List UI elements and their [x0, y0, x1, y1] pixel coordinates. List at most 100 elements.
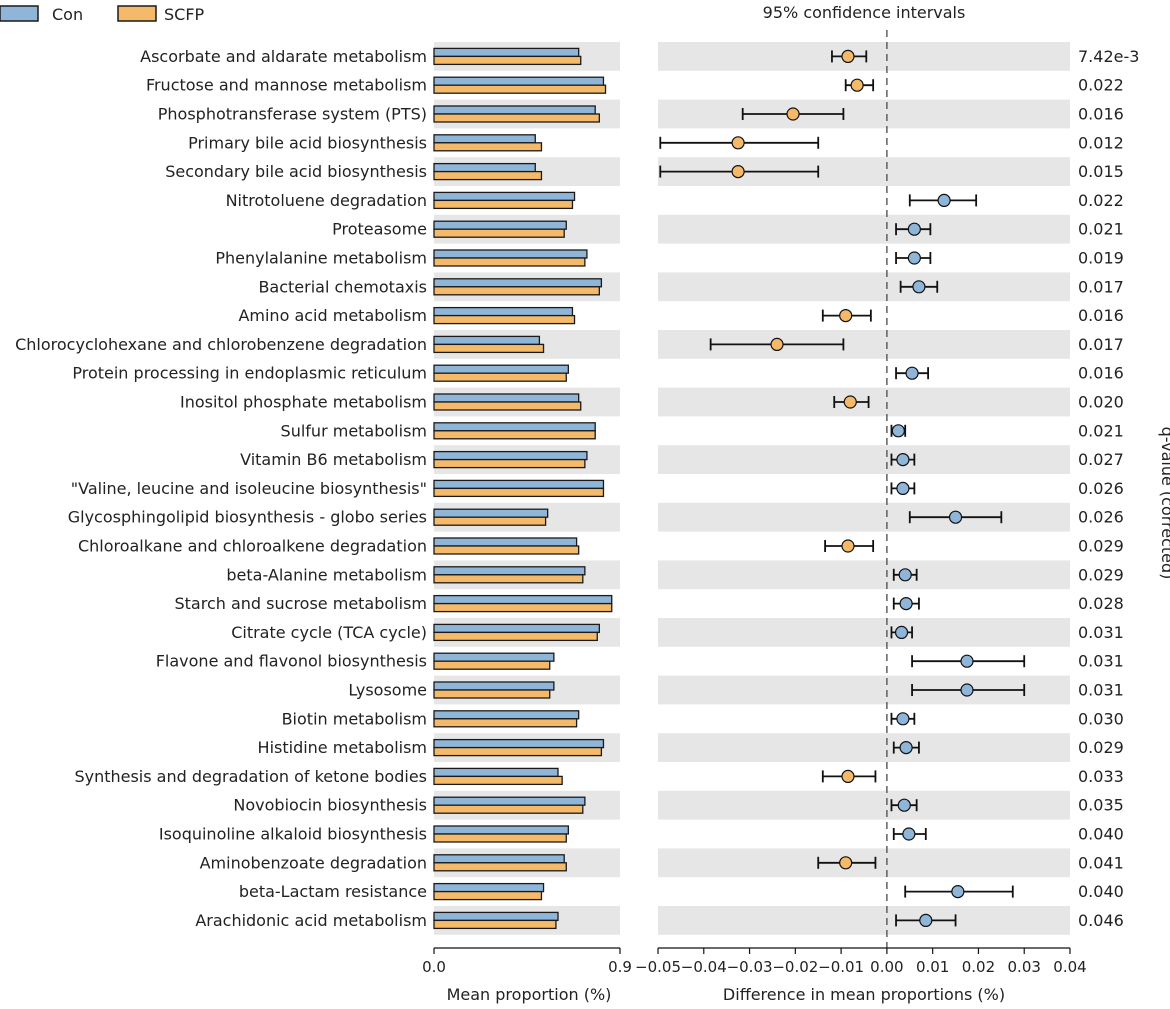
- q-value-label: 0.026: [1078, 479, 1124, 498]
- bar-con: [433, 191, 576, 202]
- category-label: Bacterial chemotaxis: [258, 277, 427, 296]
- right-stripe: [658, 618, 1070, 647]
- q-value-label: 0.022: [1078, 191, 1124, 210]
- diff-point: [951, 884, 965, 899]
- bar-con: [433, 105, 596, 115]
- q-value-label: 0.021: [1078, 220, 1124, 239]
- diff-point: [919, 913, 933, 928]
- q-value-axis-label: q-value (corrected): [1158, 427, 1170, 580]
- legend-swatch-scfp: [117, 5, 157, 22]
- bar-con: [433, 594, 613, 605]
- q-value-label: 0.040: [1078, 825, 1124, 844]
- bar-scfp: [433, 228, 565, 238]
- diff-point: [891, 424, 905, 438]
- q-value-label: 0.046: [1078, 911, 1124, 930]
- category-label: Glycosphingolipid biosynthesis - globo s…: [68, 508, 427, 527]
- q-value-label: 0.026: [1078, 508, 1124, 527]
- diff-point: [839, 309, 853, 323]
- diff-point: [905, 366, 919, 380]
- category-label: beta-Alanine metabolism: [226, 565, 427, 584]
- bar-scfp: [433, 631, 598, 642]
- right-stripe: [658, 99, 1070, 129]
- category-label: Inositol phosphate metabolism: [180, 393, 427, 412]
- q-value-label: 0.029: [1078, 537, 1124, 556]
- right-tick-label: 0.01: [916, 958, 949, 976]
- q-value-label: 0.017: [1078, 277, 1124, 296]
- q-value-label: 0.016: [1078, 105, 1124, 124]
- category-label: Starch and sucrose metabolism: [175, 594, 428, 613]
- q-value-label: 0.031: [1078, 623, 1124, 642]
- q-value-label: 0.015: [1078, 162, 1124, 181]
- category-label: Fructose and mannose metabolism: [146, 76, 427, 95]
- diff-point: [896, 712, 910, 726]
- bar-con: [433, 738, 605, 749]
- diff-point: [899, 596, 913, 611]
- bar-scfp: [433, 401, 582, 411]
- bar-con: [433, 278, 603, 288]
- diff-point: [786, 107, 800, 121]
- diff-point: [960, 654, 974, 668]
- category-label: Secondary bile acid biosynthesis: [165, 162, 427, 181]
- category-label: Histidine metabolism: [258, 738, 427, 757]
- category-label: Chlorocyclohexane and chlorobenzene degr…: [15, 335, 427, 354]
- category-label: Phenylalanine metabolism: [215, 249, 427, 268]
- category-label: Aminobenzoate degradation: [200, 853, 427, 872]
- bar-scfp: [433, 458, 586, 469]
- category-label: Arachidonic acid metabolism: [195, 911, 427, 930]
- q-value-label: 0.029: [1078, 565, 1124, 584]
- bar-scfp: [433, 689, 551, 699]
- category-label: Primary bile acid biosynthesis: [188, 133, 427, 152]
- bar-scfp: [433, 343, 545, 354]
- bar-con: [433, 825, 569, 835]
- q-value-label: 7.42e-3: [1078, 47, 1139, 66]
- category-label: Vitamin B6 metabolism: [240, 450, 427, 469]
- bar-con: [433, 335, 541, 346]
- category-label: Phosphotransferase system (PTS): [158, 105, 427, 124]
- bar-con: [433, 681, 555, 691]
- diff-point: [770, 337, 784, 351]
- diff-point: [907, 222, 921, 236]
- bar-con: [433, 882, 545, 893]
- category-label: Sulfur metabolism: [281, 421, 427, 440]
- bar-con: [433, 364, 569, 374]
- right-stripe: [658, 733, 1070, 762]
- q-value-label: 0.041: [1078, 853, 1124, 872]
- q-value-label: 0.016: [1078, 306, 1124, 325]
- bar-con: [433, 767, 559, 778]
- bar-scfp: [433, 804, 584, 814]
- q-value-label: 0.028: [1078, 594, 1124, 613]
- q-value-label: 0.035: [1078, 796, 1124, 815]
- right-tick-label: −0.04: [681, 958, 727, 976]
- right-tick-label: −0.02: [772, 958, 818, 976]
- right-stripe: [658, 445, 1070, 474]
- q-value-label: 0.021: [1078, 421, 1124, 440]
- right-tick-label: 0.02: [962, 958, 995, 976]
- diff-point: [731, 165, 745, 179]
- bar-con: [433, 47, 580, 58]
- left-tick-label: 0.0: [422, 958, 446, 976]
- bar-scfp: [433, 545, 580, 555]
- chart-title: 95% confidence intervals: [763, 3, 966, 22]
- right-tick-label: 0.00: [870, 958, 903, 976]
- category-label: Chloroalkane and chloroalkene degradatio…: [78, 537, 427, 556]
- category-label: Protein processing in endoplasmic reticu…: [72, 364, 427, 383]
- bar-con: [433, 566, 586, 576]
- q-value-label: 0.020: [1078, 393, 1124, 412]
- bar-scfp: [433, 775, 563, 786]
- bar-scfp: [433, 833, 567, 843]
- category-label: Biotin metabolism: [282, 709, 427, 728]
- bar-con: [433, 854, 565, 864]
- bar-scfp: [433, 372, 567, 382]
- right-stripe: [658, 272, 1070, 302]
- bar-scfp: [433, 84, 607, 94]
- diff-point: [841, 49, 855, 64]
- q-value-label: 0.040: [1078, 882, 1124, 901]
- bar-scfp: [433, 286, 600, 296]
- category-label: Flavone and flavonol biosynthesis: [156, 652, 427, 671]
- bar-scfp: [433, 602, 613, 613]
- category-label: beta-Lactam resistance: [239, 882, 427, 901]
- q-value-label: 0.022: [1078, 76, 1124, 95]
- diff-point: [850, 78, 864, 92]
- category-label: Ascorbate and aldarate metabolism: [140, 47, 427, 66]
